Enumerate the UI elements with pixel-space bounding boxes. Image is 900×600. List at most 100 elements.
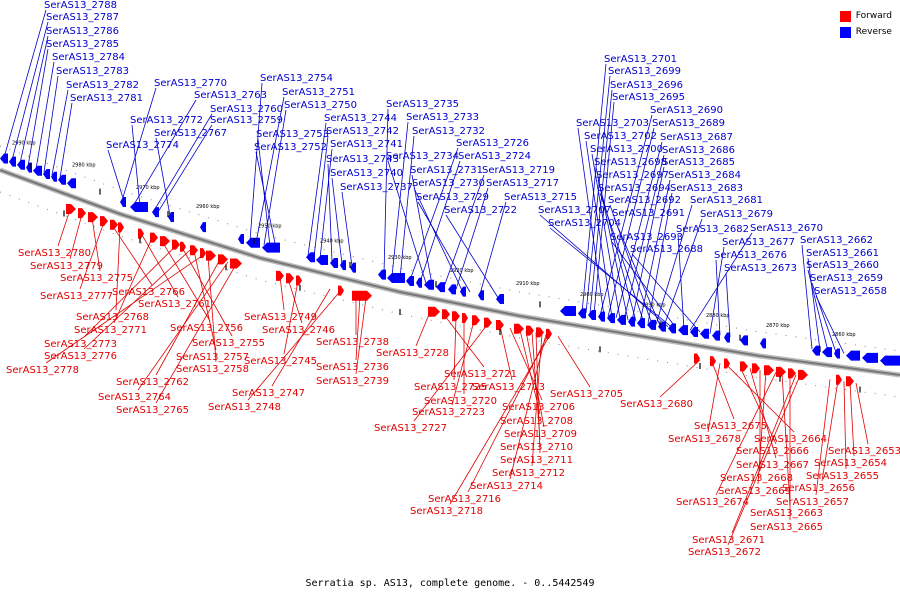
- reverse-gene-arrow: [26, 162, 32, 173]
- forward-gene-arrow: [230, 258, 242, 269]
- forward-gene-arrow: [206, 250, 216, 261]
- reverse-gene-label: SerAS13_2737: [340, 182, 413, 193]
- reverse-leader-line: [59, 102, 73, 179]
- reverse-gene-arrow: [340, 260, 346, 271]
- reverse-leader-line: [331, 177, 343, 264]
- reverse-leader-line: [677, 233, 685, 330]
- forward-leader-line: [849, 382, 855, 457]
- reverse-gene-arrow: [378, 269, 386, 280]
- reverse-leader-line: [615, 141, 663, 319]
- forward-leader-line: [193, 251, 217, 351]
- forward-gene-arrow: [752, 363, 760, 374]
- reverse-leader-line: [539, 214, 669, 327]
- forward-leader-line: [141, 234, 179, 298]
- reverse-leader-line: [607, 127, 655, 317]
- reverse-gene-label: SerAS13_2695: [612, 92, 685, 103]
- reverse-swatch: [839, 26, 851, 38]
- reverse-leader-line: [27, 48, 49, 167]
- forward-gene-label: SerAS13_2761: [138, 299, 211, 310]
- forward-gene-arrow: [472, 315, 480, 326]
- reverse-gene-arrow: [387, 273, 405, 284]
- forward-leader-line: [715, 371, 777, 496]
- scale-tick-label: 2990 kbp: [12, 140, 36, 146]
- reverse-gene-label: SerAS13_2698: [594, 157, 667, 168]
- forward-leader-line: [57, 209, 71, 247]
- reverse-gene-arrow: [700, 328, 709, 339]
- reverse-gene-arrow: [588, 310, 596, 320]
- reverse-leader-line: [577, 127, 605, 317]
- forward-gene-arrow: [338, 285, 344, 296]
- forward-gene-arrow: [462, 313, 468, 323]
- forward-gene-label: SerAS13_2765: [116, 405, 189, 416]
- reverse-gene-arrow: [740, 335, 748, 346]
- reverse-gene-label: SerAS13_2689: [652, 118, 725, 129]
- reverse-gene-label: SerAS13_2687: [660, 132, 733, 143]
- reverse-gene-arrow: [330, 257, 338, 268]
- reverse-gene-arrow: [607, 313, 615, 324]
- reverse-gene-label: SerAS13_2752: [254, 142, 327, 153]
- reverse-gene-label: SerAS13_2787: [46, 12, 119, 23]
- forward-gene-label: SerAS13_2776: [44, 351, 117, 362]
- reverse-gene-arrow: [647, 319, 656, 330]
- forward-leader-line: [207, 255, 217, 363]
- reverse-gene-arrow: [578, 308, 586, 319]
- forward-gene-label: SerAS13_2718: [410, 506, 483, 517]
- forward-gene-label: SerAS13_2671: [692, 535, 765, 546]
- forward-gene-arrow: [514, 323, 524, 334]
- forward-gene-label: SerAS13_2712: [492, 468, 565, 479]
- reverse-gene-label: SerAS13_2733: [406, 112, 479, 123]
- reverse-gene-arrow: [628, 316, 635, 327]
- reverse-leader-line: [709, 246, 725, 334]
- forward-gene-label: SerAS13_2713: [472, 382, 545, 393]
- forward-gene-label: SerAS13_2723: [412, 407, 485, 418]
- forward-gene-label: SerAS13_2705: [550, 389, 623, 400]
- legend-forward: Forward: [839, 8, 892, 24]
- forward-gene-arrow: [276, 270, 284, 281]
- reverse-leader-line: [383, 108, 389, 275]
- forward-gene-arrow: [740, 361, 748, 372]
- reverse-gene-arrow: [496, 294, 504, 304]
- reverse-leader-line: [631, 166, 665, 321]
- reverse-gene-arrow: [238, 234, 244, 245]
- forward-gene-label: SerAS13_2756: [170, 323, 243, 334]
- reverse-gene-label: SerAS13_2731: [410, 165, 483, 176]
- reverse-leader-line: [597, 179, 637, 322]
- forward-leader-line: [557, 336, 591, 388]
- reverse-leader-line: [611, 241, 677, 329]
- reverse-leader-line: [411, 174, 433, 285]
- reverse-gene-label: SerAS13_2741: [330, 139, 403, 150]
- reverse-gene-label: SerAS13_2699: [608, 66, 681, 77]
- reverse-gene-arrow: [168, 212, 174, 223]
- forward-gene-label: SerAS13_2678: [668, 434, 741, 445]
- reverse-gene-arrow: [43, 169, 50, 180]
- reverse-gene-arrow: [9, 156, 16, 167]
- reverse-leader-line: [689, 232, 753, 331]
- forward-leader-line: [727, 375, 801, 546]
- forward-gene-label: SerAS13_2720: [424, 396, 497, 407]
- reverse-gene-arrow: [712, 330, 720, 341]
- reverse-leader-line: [249, 82, 263, 241]
- reverse-gene-label: SerAS13_2772: [130, 115, 203, 126]
- reverse-leader-line: [153, 113, 213, 211]
- reverse-gene-arrow: [152, 207, 159, 218]
- forward-gene-label: SerAS13_2672: [688, 547, 761, 558]
- forward-gene-label: SerAS13_2736: [316, 362, 389, 373]
- forward-leader-line: [413, 323, 489, 422]
- legend-reverse-label: Reverse: [855, 27, 892, 37]
- reverse-leader-line: [11, 21, 49, 161]
- reverse-gene-label: SerAS13_2683: [670, 183, 743, 194]
- forward-gene-label: SerAS13_2758: [176, 364, 249, 375]
- forward-gene-arrow: [100, 216, 108, 227]
- forward-leader-line: [821, 380, 839, 482]
- forward-gene-label: SerAS13_2721: [444, 369, 517, 380]
- forward-gene-label: SerAS13_2653: [828, 446, 900, 457]
- reverse-leader-line: [341, 191, 353, 267]
- scale-tick-label: 2890 kbp: [642, 302, 666, 308]
- scale-tick-label: 2950 kbp: [258, 223, 282, 229]
- forward-gene-label: SerAS13_2656: [782, 483, 855, 494]
- reverse-gene-label: SerAS13_2763: [194, 90, 267, 101]
- reverse-gene-label: SerAS13_2691: [612, 208, 685, 219]
- reverse-leader-line: [51, 89, 69, 176]
- forward-gene-label: SerAS13_2710: [500, 442, 573, 453]
- reverse-leader-line: [3, 9, 47, 158]
